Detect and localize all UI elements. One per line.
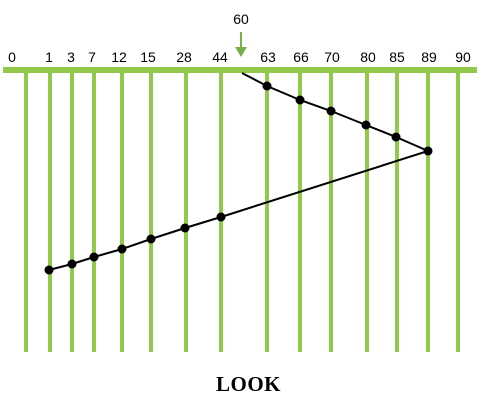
cylinder-label-7: 7 <box>88 49 96 65</box>
track-28 <box>184 70 188 352</box>
point-70 <box>326 106 336 116</box>
cylinder-label-3: 3 <box>67 49 75 65</box>
cylinder-label-90: 90 <box>455 49 471 65</box>
cylinder-labels: 0 1 3 7 12 15 28 44 63 66 70 80 85 89 90 <box>8 49 471 65</box>
track-89 <box>426 70 430 352</box>
cylinder-label-28: 28 <box>176 49 192 65</box>
track-0 <box>24 70 28 352</box>
track-63 <box>265 70 269 352</box>
track-3 <box>70 70 74 352</box>
track-44 <box>219 70 223 352</box>
cylinder-label-80: 80 <box>360 49 376 65</box>
cylinder-label-0: 0 <box>8 49 16 65</box>
point-28 <box>180 223 190 233</box>
point-1 <box>44 265 54 275</box>
cylinder-label-63: 63 <box>260 49 276 65</box>
cylinder-label-44: 44 <box>212 49 228 65</box>
cylinder-label-12: 12 <box>111 49 127 65</box>
track-7 <box>92 70 96 352</box>
track-12 <box>120 70 124 352</box>
down-arrow-icon <box>235 32 247 57</box>
cylinder-label-70: 70 <box>324 49 340 65</box>
track-66 <box>298 70 302 352</box>
head-path-line <box>48 72 431 271</box>
cylinder-label-66: 66 <box>293 49 309 65</box>
point-89 <box>423 146 433 156</box>
cylinder-label-89: 89 <box>421 49 437 65</box>
track-90 <box>456 70 460 352</box>
track-85 <box>395 70 399 352</box>
cylinder-label-15: 15 <box>140 49 156 65</box>
point-12 <box>117 244 127 254</box>
axis-bar <box>3 67 477 73</box>
head-path <box>48 72 431 271</box>
track-1 <box>48 70 52 352</box>
cylinder-label-85: 85 <box>389 49 405 65</box>
service-points <box>44 81 433 275</box>
point-85 <box>391 132 401 142</box>
track-80 <box>365 70 369 352</box>
diagram-caption: LOOK <box>215 372 281 396</box>
point-7 <box>89 252 99 262</box>
point-15 <box>146 234 156 244</box>
point-80 <box>361 120 371 130</box>
head-start-label: 60 <box>233 11 249 27</box>
cylinder-label-1: 1 <box>45 49 53 65</box>
point-3 <box>67 259 77 269</box>
point-66 <box>295 95 305 105</box>
track-70 <box>329 70 333 352</box>
point-44 <box>216 212 226 222</box>
point-63 <box>262 81 272 91</box>
cylinder-tracks <box>3 67 477 352</box>
track-15 <box>149 70 153 352</box>
